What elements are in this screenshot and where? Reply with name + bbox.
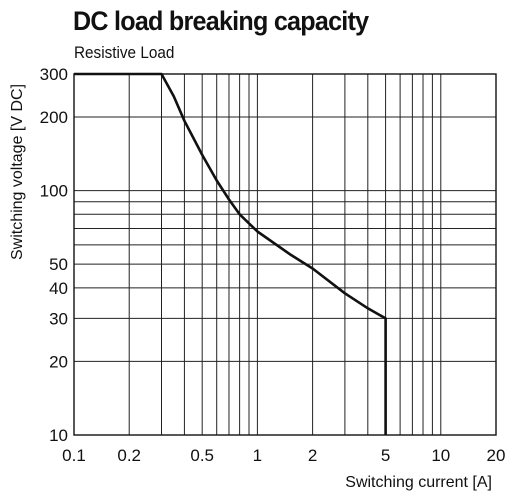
y-tick-label: 20 [49,352,68,371]
y-tick-label: 30 [49,309,68,328]
grid [73,73,497,436]
x-tick-label: 20 [487,446,506,465]
x-tick-label: 1 [253,446,262,465]
x-tick-label: 10 [431,446,450,465]
x-tick-labels: 0.1 0.2 0.5 1 2 5 10 20 [62,446,505,465]
chart-title: DC load breaking capacity [73,6,369,36]
y-tick-label: 300 [40,65,68,84]
x-tick-label: 0.1 [62,446,86,465]
y-tick-label: 10 [49,426,68,445]
y-axis-label: Switching voltage [V DC] [9,84,26,260]
load-limit-curve [74,72,387,435]
y-tick-label: 200 [40,108,68,127]
x-axis-label: Switching current [A] [345,474,492,491]
x-tick-label: 5 [381,446,390,465]
y-tick-label: 100 [40,182,68,201]
y-tick-label: 40 [49,279,68,298]
x-tick-label: 0.5 [190,446,214,465]
x-tick-label: 0.2 [117,446,141,465]
y-tick-labels: 10 20 30 40 50 100 200 300 [40,65,68,445]
x-tick-label: 2 [308,446,317,465]
plot-frame [73,73,497,436]
chart-subtitle: Resistive Load [74,43,175,62]
y-tick-label: 50 [49,255,68,274]
